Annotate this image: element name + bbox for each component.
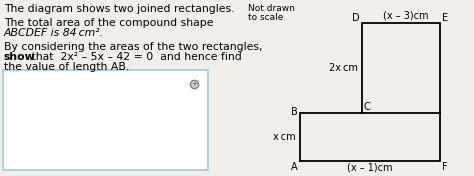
Text: ABCDEF is 84 cm².: ABCDEF is 84 cm².	[4, 28, 104, 38]
Bar	[3, 70, 208, 170]
Text: 2x cm: 2x cm	[329, 63, 358, 73]
Text: (x – 1)cm: (x – 1)cm	[347, 163, 393, 173]
Text: x cm: x cm	[273, 132, 296, 142]
Text: show: show	[4, 52, 36, 62]
Text: (x – 3)cm: (x – 3)cm	[383, 11, 429, 21]
Text: the value of length AB.: the value of length AB.	[4, 62, 129, 72]
Text: The total area of the compound shape: The total area of the compound shape	[4, 18, 213, 28]
Text: D: D	[352, 13, 360, 23]
Text: +: +	[191, 80, 197, 86]
Text: F: F	[442, 162, 447, 172]
Text: C: C	[364, 102, 371, 112]
Text: to scale: to scale	[248, 13, 283, 22]
Text: E: E	[442, 13, 448, 23]
Text: A: A	[292, 162, 298, 172]
Text: that  2x² – 5x – 42 = 0  and hence find: that 2x² – 5x – 42 = 0 and hence find	[28, 52, 242, 62]
Text: The diagram shows two joined rectangles.: The diagram shows two joined rectangles.	[4, 4, 235, 14]
Text: B: B	[291, 107, 298, 117]
Text: Not drawn: Not drawn	[248, 4, 295, 13]
Text: By considering the areas of the two rectangles,: By considering the areas of the two rect…	[4, 42, 263, 52]
